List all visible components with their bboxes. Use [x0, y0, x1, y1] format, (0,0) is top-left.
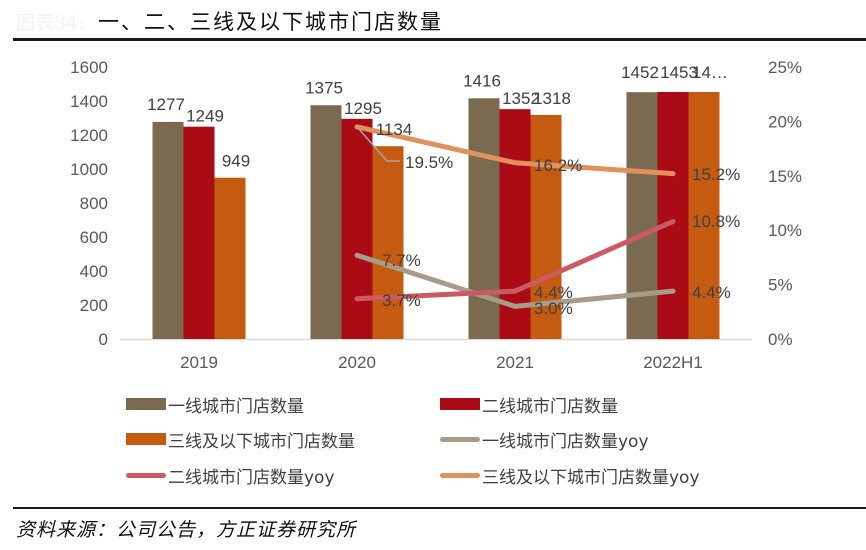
bar-data-label: 1375: [305, 78, 343, 97]
bar-data-label: 1352: [502, 89, 540, 108]
bar: [688, 91, 720, 340]
left-axis-tick-label: 1000: [70, 160, 108, 179]
right-axis-tick-label: 15%: [768, 167, 802, 186]
bar-data-label: 949: [222, 152, 250, 171]
line-data-label: 16.2%: [534, 156, 582, 175]
bar: [341, 118, 373, 339]
legend-item-tier2-yoy: 二线城市门店数量yoy: [126, 463, 335, 488]
combo-chart: 0 200 400 600 800 1000 1200 1400 1600 0% 5% 10% 15%…: [70, 58, 802, 372]
x-axis-tick-label: 2019: [180, 353, 218, 372]
left-axis-tick-label: 600: [80, 228, 108, 247]
yoy-line: [354, 124, 676, 177]
bar: [626, 92, 658, 339]
bar-data-label: 14…: [692, 63, 728, 82]
data-labels-group: 1277 1375 1416 1452 1249 1295 1352 1453 949 1134 1…: [147, 63, 740, 318]
legend-label: 一线城市门店数量: [168, 396, 304, 417]
x-axis-tick-label: 2022H1: [643, 353, 703, 372]
line-data-label: 3.0%: [534, 299, 573, 318]
bar-data-label: 1452: [621, 63, 659, 82]
legend-item-tier2-stores: 二线城市门店数量: [440, 392, 618, 417]
bar-data-label: 1318: [533, 89, 571, 108]
left-y-axis: 0 200 400 600 800 1000 1200 1400 1600: [70, 58, 108, 349]
bar: [310, 105, 342, 339]
bar-series-group: [152, 91, 720, 340]
line-data-label: 15.2%: [692, 165, 740, 184]
legend-swatch: [126, 433, 166, 445]
right-axis-tick-label: 25%: [768, 58, 802, 77]
figure-header: 图表34: 一、二、三线及以下城市门店数量: [0, 0, 866, 42]
legend-item-tier3-yoy: 三线及以下城市门店数量yoy: [440, 463, 700, 488]
legend-item-tier1-yoy: 一线城市门店数量yoy: [440, 427, 649, 452]
x-axis-tick-label: 2021: [496, 353, 534, 372]
bar-data-label: 1134: [376, 120, 413, 139]
bar-data-label: 1416: [463, 71, 501, 90]
top-divider: [13, 38, 866, 41]
right-axis-tick-label: 0%: [768, 330, 793, 349]
bar: [183, 126, 215, 339]
left-axis-tick-label: 0: [99, 330, 108, 349]
line-data-label: 19.5%: [405, 153, 453, 172]
line-data-label: 4.4%: [692, 283, 731, 302]
x-axis: 2019 2020 2021 2022H1: [120, 338, 752, 372]
legend-swatch: [440, 436, 480, 442]
bottom-divider: [13, 507, 866, 509]
legend-item-tier1-stores: 一线城市门店数量: [126, 392, 304, 417]
left-axis-tick-label: 1200: [70, 126, 108, 145]
legend-swatch: [126, 472, 166, 478]
yoy-line: [354, 252, 676, 309]
legend-label: 三线及以下城市门店数量yoy: [482, 467, 700, 488]
legend-label: 二线城市门店数量: [482, 396, 618, 417]
line-data-label: 4.4%: [534, 283, 573, 302]
legend-label: 二线城市门店数量yoy: [168, 467, 335, 488]
left-axis-tick-label: 800: [80, 194, 108, 213]
legend-label: 三线及以下城市门店数量: [168, 431, 355, 452]
line-data-label: 3.7%: [382, 291, 421, 310]
right-y-axis: 0% 5% 10% 15% 20% 25%: [768, 58, 802, 349]
bar-data-label: 1249: [186, 107, 224, 126]
bar-data-label: 1295: [344, 99, 382, 118]
right-axis-tick-label: 20%: [768, 112, 802, 131]
x-axis-tick-label: 2020: [338, 353, 376, 372]
legend-label: 一线城市门店数量yoy: [482, 431, 649, 452]
source-note: 资料来源：公司公告，方正证券研究所: [16, 519, 357, 541]
legend-swatch: [440, 398, 480, 410]
left-axis-tick-label: 200: [80, 296, 108, 315]
bar: [152, 121, 184, 339]
legend-swatch: [440, 472, 480, 478]
bar-data-label: 1453: [660, 63, 698, 82]
left-axis-tick-label: 400: [80, 262, 108, 281]
right-axis-tick-label: 10%: [768, 221, 802, 240]
right-axis-tick-label: 5%: [768, 276, 793, 295]
left-axis-tick-label: 1600: [70, 58, 108, 77]
legend-item-tier3-stores: 三线及以下城市门店数量: [126, 427, 355, 452]
figure-title: 一、二、三线及以下城市门店数量: [98, 10, 443, 34]
bar: [468, 98, 500, 339]
bar: [214, 177, 246, 339]
line-data-label: 7.7%: [382, 251, 421, 270]
bar-data-label: 1277: [147, 95, 185, 114]
legend-swatch: [126, 398, 166, 410]
label-leader-line: [356, 126, 400, 162]
left-axis-tick-label: 1400: [70, 92, 108, 111]
line-data-label: 10.8%: [692, 212, 740, 231]
bar: [657, 91, 689, 340]
yoy-line: [354, 218, 676, 302]
figure-number: 图表34:: [16, 12, 85, 34]
line-series-group: [354, 124, 676, 309]
bar: [372, 146, 404, 339]
